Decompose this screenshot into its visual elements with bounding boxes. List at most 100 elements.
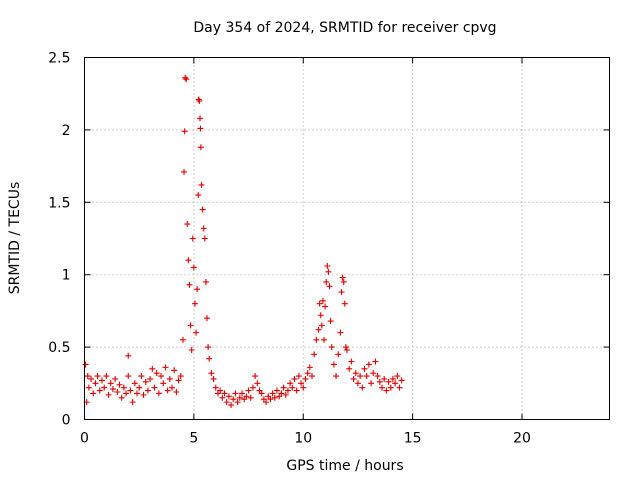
data-point [359, 384, 366, 391]
data-point [280, 384, 287, 391]
data-point [92, 380, 99, 387]
data-point [321, 336, 328, 343]
data-point [339, 274, 346, 281]
data-point [99, 377, 105, 384]
data-point [208, 370, 215, 377]
chart-title: Day 354 of 2024, SRMTID for receiver cpv… [193, 20, 496, 36]
y-axis-label: SRMTID / TECUs [7, 182, 23, 295]
data-point [341, 300, 348, 307]
data-point [278, 390, 285, 397]
data-point [289, 384, 296, 391]
data-point [304, 370, 311, 377]
data-point [228, 402, 235, 409]
data-point [326, 283, 333, 290]
data-point [199, 206, 206, 213]
x-tick-label: 5 [189, 431, 198, 447]
data-point [189, 235, 196, 242]
data-point [120, 384, 127, 391]
data-point [370, 370, 377, 377]
data-point [249, 384, 256, 391]
data-point [376, 378, 383, 385]
data-point [342, 344, 349, 351]
data-point [311, 351, 318, 358]
data-point [252, 373, 259, 380]
data-point [327, 318, 334, 325]
data-point [127, 387, 134, 394]
data-point [112, 375, 119, 382]
data-point [287, 380, 294, 387]
data-point [88, 375, 95, 382]
data-point [186, 281, 193, 288]
data-point [195, 192, 202, 199]
data-point [197, 115, 203, 122]
data-point [187, 322, 194, 329]
data-point [236, 394, 243, 401]
data-point [338, 289, 345, 296]
data-point [346, 365, 353, 372]
data-point [193, 329, 200, 336]
data-point [385, 378, 392, 385]
data-point [363, 373, 370, 380]
data-point [394, 373, 401, 380]
data-point [217, 387, 224, 394]
data-point [90, 390, 97, 397]
data-point [368, 380, 375, 387]
y-tick-label: 1 [62, 268, 71, 284]
data-point [302, 375, 309, 382]
y-tick-label: 1.5 [48, 195, 70, 211]
data-point [243, 393, 250, 400]
data-point [164, 387, 171, 394]
data-point [291, 375, 298, 382]
data-points [82, 74, 405, 409]
x-tick-label: 10 [294, 431, 312, 447]
data-point [181, 128, 188, 135]
data-point [282, 391, 289, 398]
data-point [387, 384, 394, 391]
data-point [177, 373, 184, 380]
data-point [333, 373, 340, 380]
data-point [201, 235, 208, 242]
data-point [337, 329, 344, 336]
data-point [319, 297, 326, 304]
data-point [194, 286, 201, 293]
data-point [323, 278, 330, 285]
data-point [230, 396, 237, 403]
data-point [198, 181, 205, 188]
data-point [182, 74, 189, 81]
data-point [354, 380, 361, 387]
data-point [134, 390, 140, 397]
data-point [344, 346, 350, 353]
data-point [101, 384, 108, 391]
x-axis-label: GPS time / hours [286, 458, 403, 474]
data-point [258, 390, 265, 397]
data-point [94, 373, 101, 380]
data-point [200, 225, 207, 232]
data-point [151, 384, 158, 391]
data-point [210, 375, 217, 382]
data-point [116, 381, 123, 388]
data-point [205, 344, 212, 351]
data-point [169, 384, 175, 391]
data-point [254, 380, 261, 387]
data-point [160, 380, 167, 387]
data-point [330, 361, 337, 368]
data-point [140, 391, 147, 398]
data-point [295, 373, 302, 380]
data-point [196, 97, 203, 104]
data-point [274, 387, 280, 394]
data-point [195, 96, 202, 103]
data-point [396, 384, 403, 391]
data-point [202, 278, 209, 285]
data-point [103, 373, 110, 380]
y-tick-label: 2 [62, 123, 71, 139]
data-point [105, 391, 112, 398]
data-point [158, 373, 165, 380]
data-point [173, 388, 180, 395]
data-point [131, 380, 138, 387]
data-point [153, 370, 160, 377]
data-point [374, 373, 381, 380]
data-point [107, 380, 114, 387]
data-point [309, 373, 315, 380]
data-point [155, 390, 162, 397]
